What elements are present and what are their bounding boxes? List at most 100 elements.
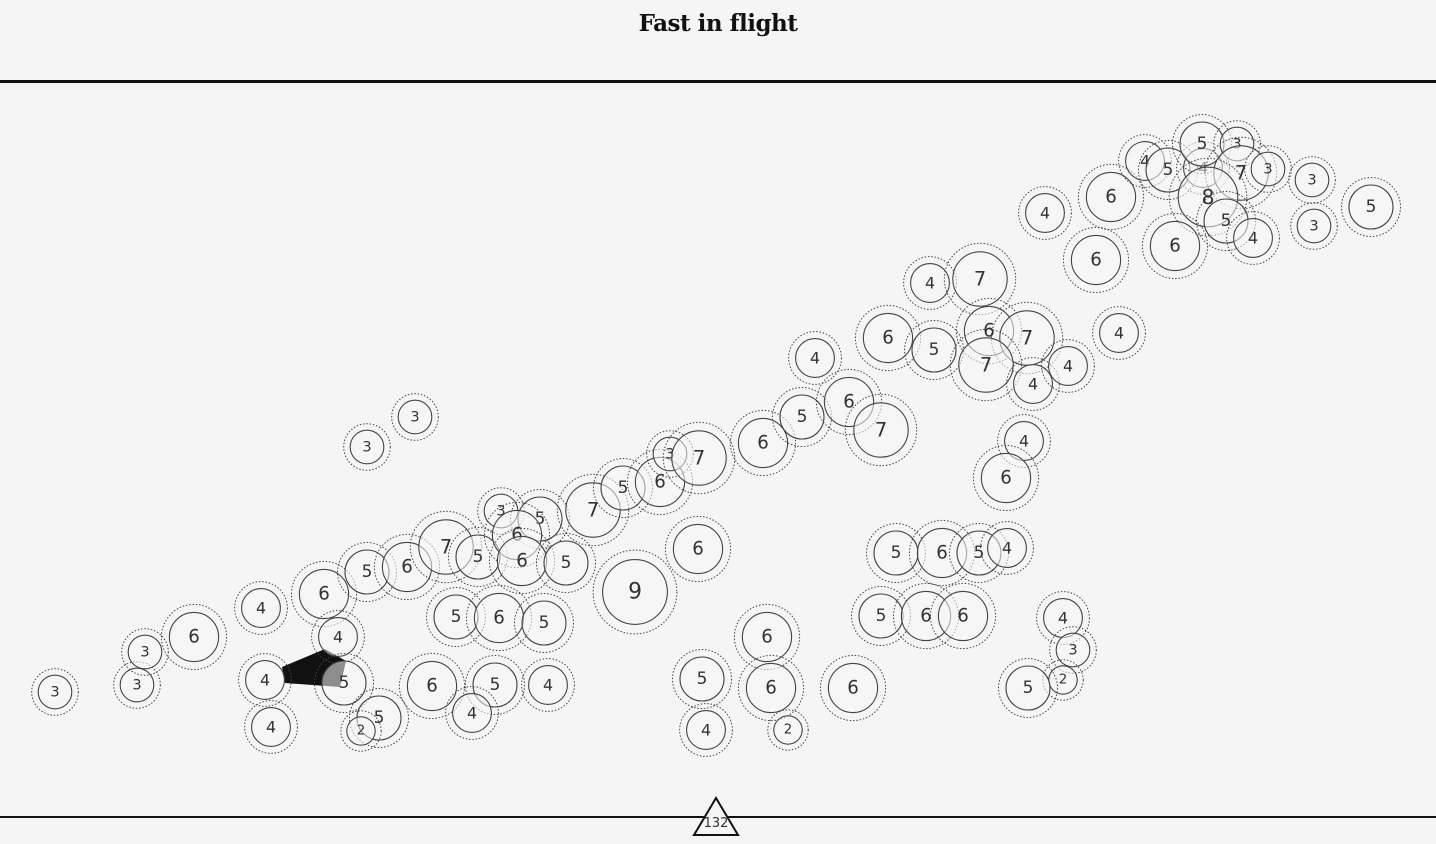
node-circle[interactable] (827, 662, 879, 714)
flight-node[interactable]: 6 (398, 652, 466, 720)
flight-node[interactable]: 3 (1244, 145, 1292, 193)
flight-node[interactable]: 5 (672, 649, 732, 709)
flight-node[interactable]: 6 (819, 654, 887, 722)
flight-node[interactable]: 6 (664, 515, 732, 583)
flight-node[interactable]: 4 (311, 610, 365, 664)
flight-node[interactable]: 6 (465, 584, 533, 652)
node-circle[interactable] (862, 312, 914, 364)
node-circle[interactable] (521, 600, 567, 646)
triangle-marker[interactable]: 132 (692, 796, 740, 836)
flight-node[interactable]: 9 (592, 549, 678, 635)
node-circle[interactable] (773, 715, 803, 745)
flight-node[interactable]: 6 (733, 603, 801, 671)
node-circle[interactable] (251, 707, 291, 747)
flight-node[interactable]: 4 (234, 581, 288, 635)
flight-node[interactable]: 5 (851, 586, 911, 646)
node-circle[interactable] (1348, 184, 1394, 230)
node-circle[interactable] (349, 429, 385, 465)
node-circle[interactable] (528, 665, 568, 705)
node-circle[interactable] (1233, 218, 1273, 258)
flight-node[interactable]: 2 (767, 709, 809, 751)
node-circle[interactable] (737, 417, 789, 469)
flight-node[interactable]: 6 (972, 444, 1040, 512)
node-circle[interactable] (741, 611, 793, 663)
flight-node[interactable]: 4 (788, 331, 842, 385)
flight-node[interactable]: 3 (1288, 156, 1336, 204)
flight-node[interactable]: 4 (679, 703, 733, 757)
flight-node[interactable]: 4 (1226, 211, 1280, 265)
node-circle[interactable] (543, 540, 589, 586)
node-circle[interactable] (397, 399, 433, 435)
node-circle[interactable] (911, 327, 957, 373)
node-circle[interactable] (987, 528, 1027, 568)
node-circle[interactable] (671, 430, 727, 486)
node-circle[interactable] (245, 660, 285, 700)
flight-node[interactable]: 4 (980, 521, 1034, 575)
flight-node[interactable]: 5 (465, 655, 525, 715)
flight-node[interactable]: 7 (662, 421, 736, 495)
flight-node[interactable]: 6 (1062, 226, 1130, 294)
flight-node[interactable]: 5 (772, 387, 832, 447)
node-circle[interactable] (937, 590, 989, 642)
node-circle[interactable] (406, 660, 458, 712)
flight-node[interactable]: 4 (1036, 591, 1090, 645)
flight-node[interactable]: 5 (514, 593, 574, 653)
node-circle[interactable] (1294, 162, 1330, 198)
flight-node[interactable]: 3 (1290, 202, 1338, 250)
flight-node[interactable]: 3 (343, 423, 391, 471)
flight-node[interactable]: 7 (844, 393, 918, 467)
flight-node[interactable]: 6 (1141, 212, 1209, 280)
flight-node[interactable]: 4 (1018, 186, 1072, 240)
node-circle[interactable] (853, 402, 909, 458)
node-circle[interactable] (779, 394, 825, 440)
node-circle[interactable] (119, 667, 155, 703)
node-circle[interactable] (1296, 208, 1332, 244)
flight-node[interactable]: 6 (737, 654, 805, 722)
node-circle[interactable] (241, 588, 281, 628)
flight-node[interactable]: 7 (949, 328, 1023, 402)
flight-node[interactable]: 4 (1041, 339, 1095, 393)
node-circle[interactable] (672, 523, 724, 575)
node-circle[interactable] (472, 662, 518, 708)
flight-node[interactable]: 2 (340, 710, 382, 752)
flight-node[interactable]: 3 (113, 661, 161, 709)
flight-node[interactable]: 6 (160, 603, 228, 671)
flight-node[interactable]: 3 (1049, 626, 1097, 674)
node-circle[interactable] (298, 568, 350, 620)
node-circle[interactable] (958, 337, 1014, 393)
flight-node[interactable]: 7 (990, 301, 1064, 375)
flight-node[interactable]: 3 (391, 393, 439, 441)
node-circle[interactable] (1099, 313, 1139, 353)
flight-node[interactable]: 4 (521, 658, 575, 712)
node-circle[interactable] (1055, 632, 1091, 668)
node-circle[interactable] (1005, 665, 1051, 711)
flight-node[interactable]: 4 (238, 653, 292, 707)
triangle-marker-icon[interactable] (692, 796, 740, 836)
node-circle[interactable] (679, 656, 725, 702)
flight-node[interactable]: 3 (121, 628, 169, 676)
node-circle[interactable] (1250, 151, 1286, 187)
node-circle[interactable] (952, 251, 1008, 307)
node-circle[interactable] (745, 662, 797, 714)
node-circle[interactable] (1070, 234, 1122, 286)
node-circle[interactable] (452, 693, 492, 733)
node-circle[interactable] (346, 716, 376, 746)
node-circle[interactable] (321, 660, 367, 706)
flight-node[interactable]: 6 (1077, 163, 1145, 231)
node-circle[interactable] (1004, 421, 1044, 461)
flight-node[interactable]: 6 (290, 560, 358, 628)
node-circle[interactable] (980, 452, 1032, 504)
flight-node[interactable]: 5 (998, 658, 1058, 718)
flight-node[interactable]: 5 (1172, 114, 1232, 174)
node-circle[interactable] (1025, 193, 1065, 233)
node-circle[interactable] (795, 338, 835, 378)
flight-node[interactable]: 4 (1092, 306, 1146, 360)
flight-node[interactable]: 5 (314, 653, 374, 713)
node-circle[interactable] (686, 710, 726, 750)
flight-node[interactable]: 6 (854, 304, 922, 372)
flight-node[interactable]: 5 (536, 533, 596, 593)
flight-node[interactable]: 5 (1341, 177, 1401, 237)
flight-node[interactable]: 4 (445, 686, 499, 740)
flight-node[interactable]: 4 (903, 256, 957, 310)
flight-node[interactable]: 4 (244, 700, 298, 754)
